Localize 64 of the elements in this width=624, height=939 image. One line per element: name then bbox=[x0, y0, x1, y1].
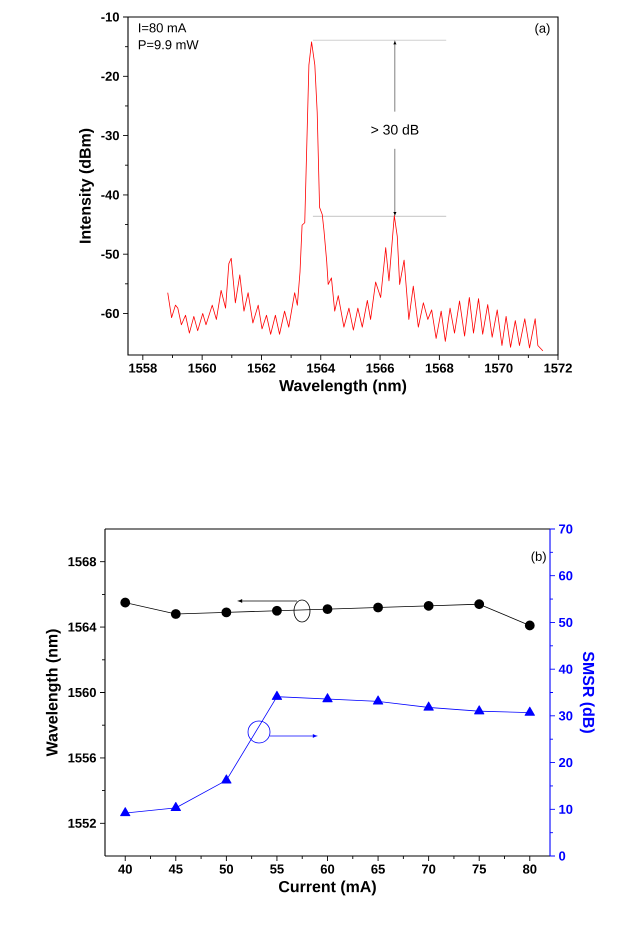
y2-tick-label: 70 bbox=[559, 524, 572, 534]
y2-tick-label: 40 bbox=[558, 664, 572, 674]
point bbox=[474, 705, 484, 714]
y-tick-label: -10 bbox=[101, 12, 119, 22]
y-tick-label: -20 bbox=[101, 72, 119, 81]
point bbox=[120, 807, 130, 816]
annotation: (b) bbox=[532, 551, 546, 564]
x-axis-title: Current (mA) bbox=[279, 880, 376, 896]
y2-axis-title: SMSR (dB) bbox=[580, 652, 595, 733]
point bbox=[423, 702, 434, 711]
point bbox=[322, 604, 332, 614]
x-tick-label: 70 bbox=[422, 864, 436, 874]
y-tick-label: -40 bbox=[101, 190, 119, 200]
y-tick-label: -50 bbox=[101, 250, 119, 259]
point bbox=[120, 598, 130, 608]
x-tick-label: 50 bbox=[220, 864, 234, 874]
point bbox=[322, 693, 333, 702]
y-axis-title: Wavelength (nm) bbox=[46, 629, 61, 756]
y2-tick-label: 10 bbox=[559, 804, 572, 814]
y2-tick-label: 20 bbox=[558, 758, 572, 768]
annotation: (a) bbox=[535, 23, 550, 36]
x-tick-label: 1558 bbox=[129, 364, 157, 373]
point bbox=[373, 602, 383, 612]
x-tick-label: 65 bbox=[371, 864, 385, 874]
annotation: I=80 mA bbox=[139, 23, 186, 32]
x-tick-label: 1560 bbox=[188, 364, 216, 373]
x-tick-label: 1566 bbox=[366, 364, 394, 373]
point bbox=[272, 606, 282, 616]
y-tick-label: 1560 bbox=[68, 688, 96, 698]
point bbox=[424, 600, 434, 611]
y-tick-label: 1552 bbox=[68, 818, 96, 828]
y2-tick-label: 50 bbox=[558, 618, 572, 628]
x-tick-label: 1570 bbox=[485, 364, 513, 373]
x-tick-label: 1562 bbox=[248, 364, 276, 373]
annotation: P=9.9 mW bbox=[138, 40, 199, 50]
annotation: > 30 dB bbox=[371, 124, 418, 135]
y-tick-label: -30 bbox=[101, 130, 119, 140]
x-tick-label: 40 bbox=[118, 864, 132, 874]
y-tick-label: 1556 bbox=[68, 753, 96, 762]
x-tick-label: 1564 bbox=[307, 364, 336, 373]
x-tick-label: 60 bbox=[320, 864, 334, 874]
point bbox=[474, 599, 484, 610]
y-tick-label: -60 bbox=[101, 308, 119, 318]
x-tick-label: 1572 bbox=[544, 364, 572, 373]
y-tick-label: 1568 bbox=[68, 557, 96, 566]
y2-tick-label: 0 bbox=[559, 851, 566, 861]
y2-tick-label: 60 bbox=[558, 571, 572, 580]
point bbox=[170, 802, 181, 812]
y2-tick-label: 30 bbox=[558, 711, 572, 720]
point bbox=[221, 607, 232, 618]
y-axis-title: Intensity (dBm) bbox=[79, 128, 94, 243]
x-tick-label: 45 bbox=[168, 864, 183, 874]
point bbox=[372, 695, 384, 705]
point bbox=[524, 706, 535, 716]
point bbox=[170, 609, 181, 619]
y-tick-label: 1564 bbox=[68, 622, 96, 632]
x-tick-label: 80 bbox=[522, 864, 536, 874]
x-tick-label: 1568 bbox=[426, 364, 454, 373]
x-tick-label: 75 bbox=[472, 864, 486, 874]
point bbox=[272, 690, 282, 700]
point bbox=[221, 774, 232, 784]
x-axis-title: Wavelength (nm) bbox=[279, 380, 406, 394]
point bbox=[524, 620, 535, 630]
x-tick-label: 55 bbox=[270, 864, 284, 874]
